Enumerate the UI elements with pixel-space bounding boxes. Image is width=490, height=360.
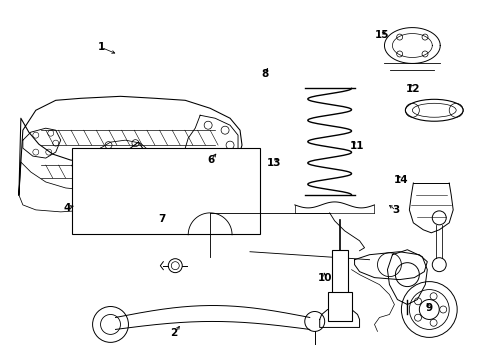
- Ellipse shape: [413, 103, 456, 117]
- Text: 7: 7: [158, 215, 166, 224]
- Bar: [328, 292, 352, 321]
- Text: 2: 2: [171, 328, 178, 338]
- Text: 12: 12: [406, 84, 420, 94]
- Bar: [72, 148, 260, 234]
- Text: 9: 9: [426, 303, 433, 314]
- Text: 6: 6: [207, 155, 215, 165]
- Text: 11: 11: [350, 141, 365, 151]
- Text: 3: 3: [392, 206, 400, 216]
- Text: 15: 15: [374, 30, 389, 40]
- Text: 8: 8: [261, 69, 268, 79]
- Bar: [332, 250, 347, 294]
- Text: 10: 10: [318, 273, 333, 283]
- Text: 1: 1: [98, 42, 105, 52]
- Text: 4: 4: [63, 203, 71, 213]
- Text: 14: 14: [394, 175, 409, 185]
- Ellipse shape: [405, 99, 463, 121]
- Text: 13: 13: [267, 158, 282, 168]
